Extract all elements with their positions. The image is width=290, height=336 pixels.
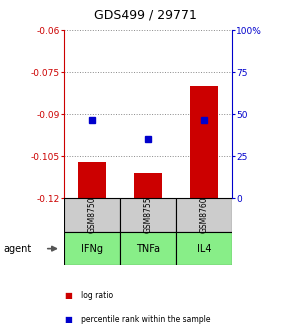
Bar [190,86,218,198]
Text: agent: agent [3,244,31,254]
Bar [176,232,232,265]
Bar [120,198,176,232]
Text: ■: ■ [64,291,72,300]
Bar [176,198,232,232]
Bar [64,198,120,232]
Text: percentile rank within the sample: percentile rank within the sample [81,315,211,324]
Text: GSM8750: GSM8750 [87,197,96,234]
Text: GDS499 / 29771: GDS499 / 29771 [94,8,196,22]
Text: IL4: IL4 [197,244,211,254]
Bar [120,232,176,265]
Bar [64,232,120,265]
Text: ■: ■ [64,315,72,324]
Bar [78,162,106,198]
Bar [134,173,162,198]
Text: GSM8755: GSM8755 [143,197,153,234]
Text: GSM8760: GSM8760 [200,197,209,234]
Text: TNFa: TNFa [136,244,160,254]
Text: log ratio: log ratio [81,291,113,300]
Text: IFNg: IFNg [81,244,103,254]
